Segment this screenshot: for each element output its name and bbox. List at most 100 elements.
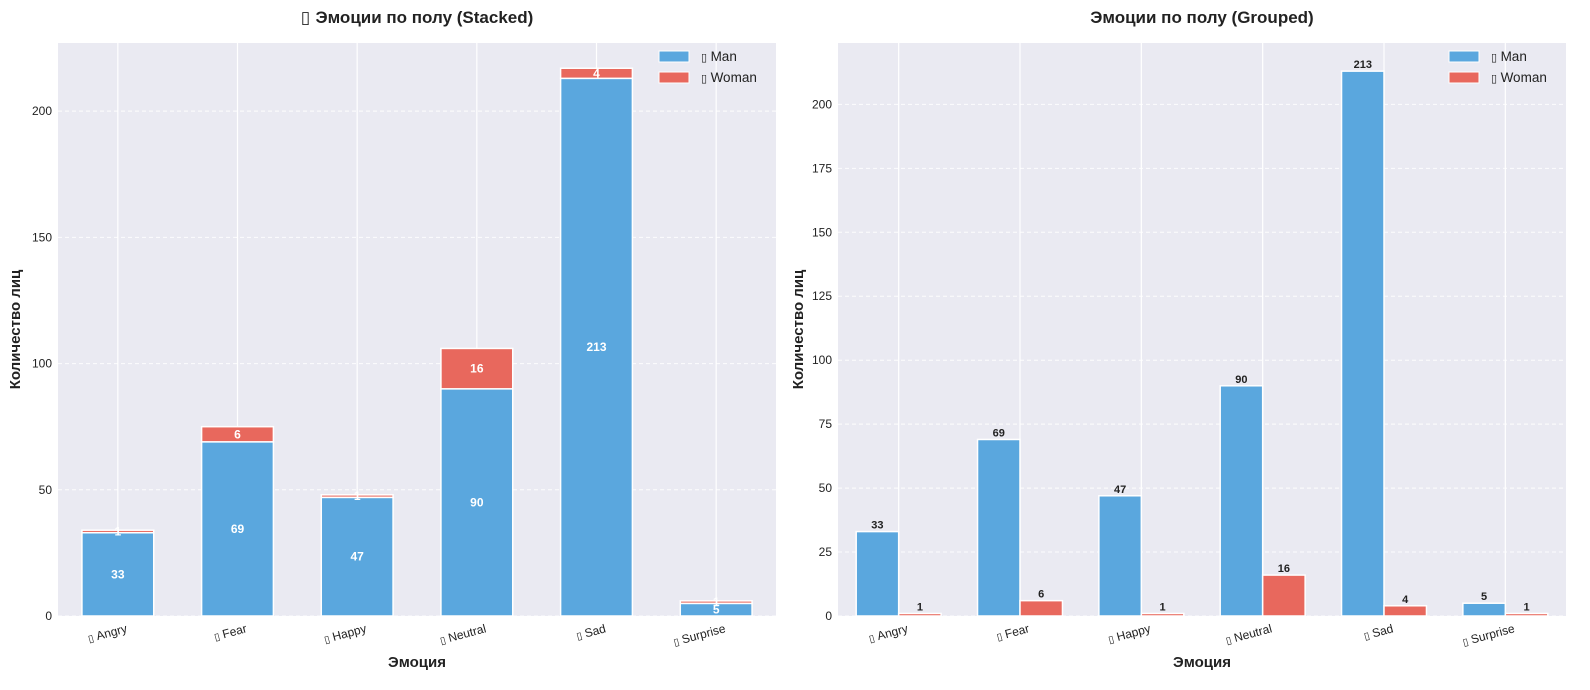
bar-man-happy: [320, 496, 394, 617]
bar-man-happy: [1098, 495, 1143, 617]
legend-label-woman: ▯ Woman: [701, 70, 757, 85]
x-tick-label: ▯ Sad: [575, 621, 608, 642]
legend-swatch-woman: [1448, 71, 1480, 84]
bar-woman-angry: [81, 529, 155, 534]
data-label-man: 90: [1235, 374, 1247, 386]
data-label-woman: 16: [1278, 563, 1290, 575]
emoji-placeholder-icon: ▯: [701, 51, 711, 64]
bar-woman-neutral: [1261, 574, 1306, 617]
chart-title-text: Эмоции по полу (Grouped): [1090, 8, 1313, 27]
data-label-man: 69: [231, 522, 245, 536]
legend-label-man: ▯ Man: [1491, 49, 1527, 64]
y-tick-label: 25: [819, 545, 833, 559]
data-label-woman: 1: [354, 489, 361, 503]
data-label-woman: 6: [234, 427, 241, 441]
data-label-man: 47: [350, 550, 364, 564]
emoji-placeholder-icon: ▯: [1363, 630, 1374, 643]
data-label-man: 213: [586, 340, 606, 354]
chart-title: Эмоции по полу (Grouped): [1090, 8, 1313, 27]
bar-woman-happy: [1140, 612, 1185, 617]
category-name: Sad: [1371, 621, 1395, 640]
data-label-man: 213: [1354, 59, 1372, 71]
bar-woman-happy: [320, 494, 394, 499]
legend: ▯ Man▯ Woman: [658, 49, 757, 85]
x-tick-label: ▯ Happy: [322, 621, 368, 646]
x-tick-label: ▯ Surprise: [672, 621, 727, 648]
category-name: Surprise: [680, 621, 727, 646]
data-label-woman: 1: [114, 524, 121, 538]
chart-title-text: Эмоции по полу (Stacked): [315, 8, 533, 27]
data-label-woman: 1: [1160, 601, 1166, 613]
data-label-man: 47: [1114, 484, 1126, 496]
bar-man-sad: [559, 77, 634, 617]
x-tick-label: ▯ Angry: [867, 621, 909, 645]
bar-woman-surprise: [1504, 612, 1549, 617]
bar-man-fear: [976, 438, 1021, 617]
x-axis-label: Эмоция: [1173, 654, 1231, 671]
emoji-placeholder-icon: ▯: [1491, 51, 1501, 64]
bar-woman-fear: [200, 425, 275, 443]
category-name: Fear: [221, 621, 248, 641]
category-name: Surprise: [1469, 621, 1516, 646]
y-axis-label: Количество лиц: [790, 269, 807, 389]
emoji-placeholder-icon: ▯: [868, 632, 879, 645]
x-tick-label: ▯ Happy: [1107, 621, 1153, 646]
bar-woman-sad: [1383, 605, 1428, 617]
category-name: Happy: [1115, 621, 1152, 644]
data-label-man: 69: [993, 427, 1005, 439]
emoji-placeholder-icon: ▯: [701, 72, 711, 85]
category-name: Neutral: [1232, 621, 1273, 645]
bar-woman-sad: [559, 67, 634, 80]
emoji-placeholder-icon: ▯: [996, 631, 1007, 644]
bar-man-angry: [855, 530, 900, 617]
y-tick-label: 0: [45, 609, 52, 623]
emoji-placeholder-icon: ▯: [87, 632, 98, 645]
category-name: Angry: [876, 621, 910, 643]
y-tick-label: 50: [819, 481, 833, 495]
y-axis-label: Количество лиц: [7, 269, 24, 389]
y-tick-label: 175: [812, 161, 832, 175]
data-label-woman: 1: [1524, 601, 1530, 613]
legend-swatch-man: [658, 50, 690, 63]
y-tick-label: 200: [812, 97, 832, 111]
emoji-placeholder-icon: ▯: [323, 633, 334, 646]
bar-man-sad: [1340, 70, 1385, 617]
x-tick-label: ▯ Fear: [212, 621, 248, 643]
legend-label-man: ▯ Man: [701, 49, 737, 64]
emoji-placeholder-icon: ▯: [575, 630, 586, 643]
legend: ▯ Man▯ Woman: [1448, 49, 1547, 85]
data-label-man: 90: [470, 495, 484, 509]
x-tick-label: ▯ Neutral: [1224, 621, 1273, 647]
y-tick-label: 100: [32, 357, 52, 371]
x-tick-label: ▯ Angry: [86, 621, 128, 645]
emoji-placeholder-icon: ▯: [1225, 634, 1236, 647]
y-tick-label: 75: [819, 417, 833, 431]
bar-man-angry: [81, 531, 155, 617]
bar-man-fear: [200, 441, 275, 617]
legend-series-name: Woman: [1501, 70, 1547, 85]
legend-series-name: Man: [711, 49, 737, 64]
x-tick-label: ▯ Surprise: [1461, 621, 1516, 648]
category-name: Fear: [1003, 621, 1030, 641]
plot-area: [58, 43, 776, 616]
data-label-woman: 6: [1038, 589, 1044, 601]
data-label-man: 33: [111, 567, 125, 581]
category-name: Sad: [583, 621, 607, 640]
bar-woman-surprise: [679, 600, 753, 605]
legend-swatch-woman: [658, 71, 690, 84]
data-label-woman: 1: [917, 601, 923, 613]
emoji-placeholder-icon: ▯: [1107, 633, 1118, 646]
legend-series-name: Woman: [711, 70, 757, 85]
grouped-chart-panel: 0 25 50 75 100 125 150 175 200 33 1 69 6 47 1 90 16 213 4 5…: [790, 8, 1566, 671]
legend-label-woman: ▯ Woman: [1491, 70, 1547, 85]
plot-area: [838, 43, 1566, 616]
legend-swatch-man: [1448, 50, 1480, 63]
bar-man-neutral: [440, 388, 514, 617]
chart-title: ▯ Эмоции по полу (Stacked): [301, 8, 534, 28]
y-tick-label: 100: [812, 353, 832, 367]
category-name: Happy: [331, 621, 368, 644]
x-axis-label: Эмоция: [388, 654, 446, 671]
bar-man-neutral: [1219, 385, 1264, 617]
y-tick-label: 150: [812, 225, 832, 239]
